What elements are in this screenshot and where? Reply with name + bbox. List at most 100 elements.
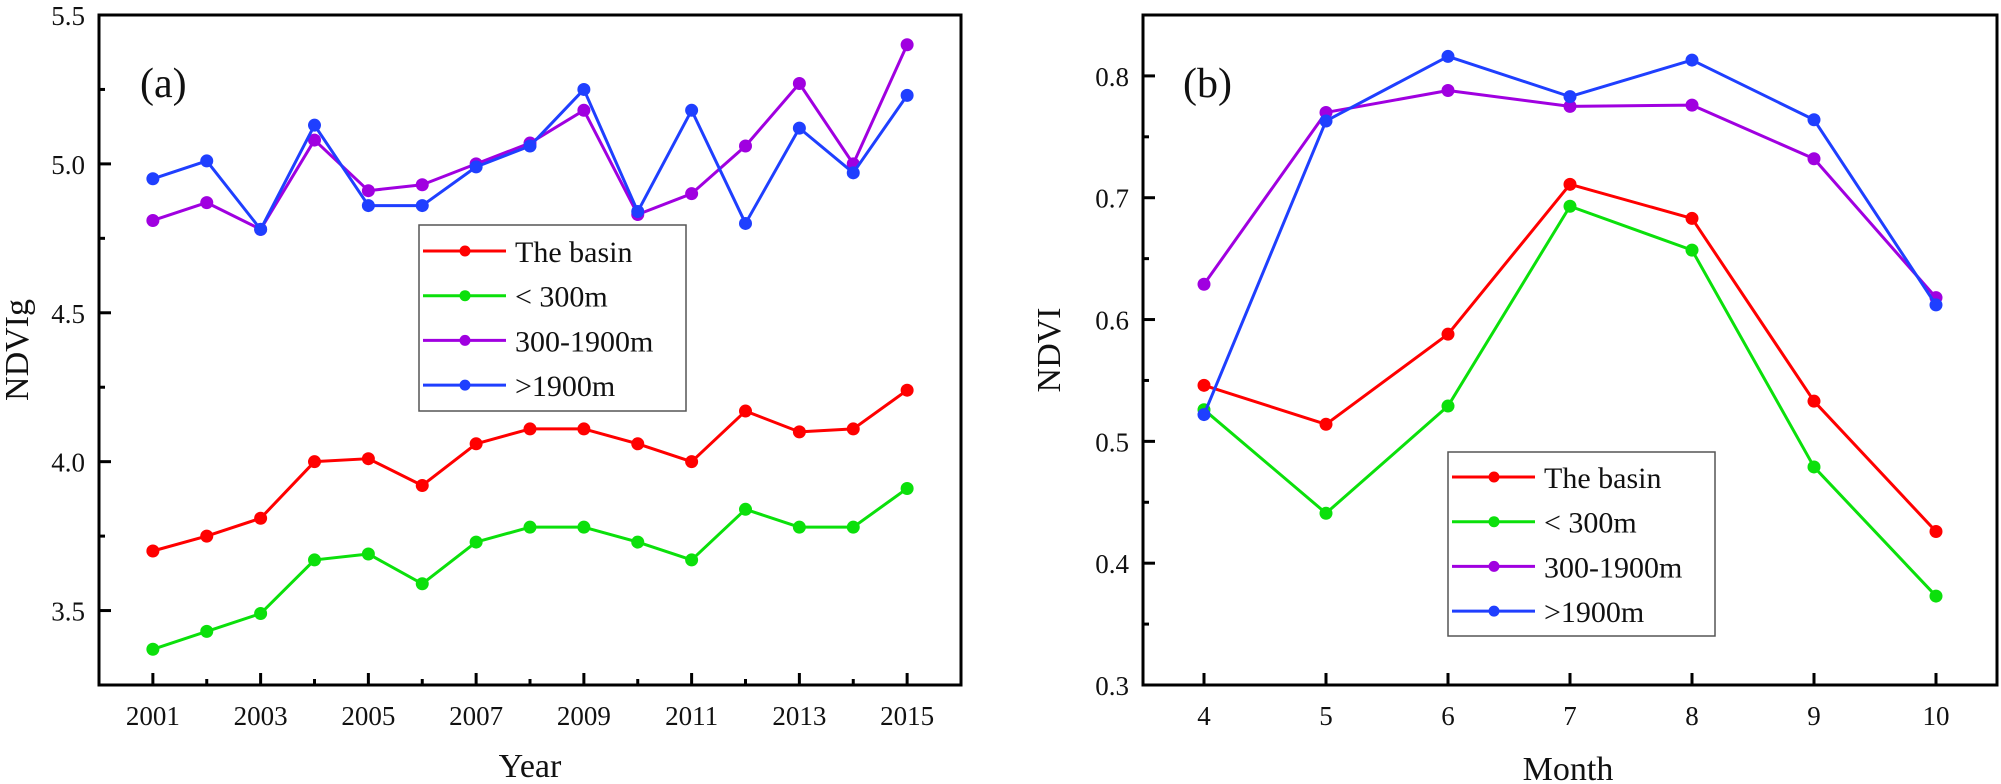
data-point xyxy=(900,481,914,495)
x-tick-label: 2003 xyxy=(234,701,288,731)
data-point xyxy=(685,553,699,567)
data-point xyxy=(1563,90,1577,104)
data-point xyxy=(577,103,591,117)
legend-entry: 300-1900m xyxy=(1452,551,1682,584)
data-point xyxy=(792,121,806,135)
data-point xyxy=(469,535,483,549)
y-tick-label: 3.5 xyxy=(51,597,85,627)
data-point xyxy=(200,154,214,168)
data-point xyxy=(415,199,429,213)
data-point xyxy=(577,520,591,534)
data-point xyxy=(1685,211,1699,225)
data-point xyxy=(415,478,429,492)
legend-swatch-marker xyxy=(459,379,471,391)
data-point xyxy=(146,642,160,656)
panel-a-ticks: 3.5 4.0 4.5 5.0 5.5 2001 2003 2005 2007 2009 2011 2… xyxy=(51,1,934,731)
data-point xyxy=(361,452,375,466)
legend-swatch-marker xyxy=(1488,516,1500,528)
data-point xyxy=(1319,114,1333,128)
data-point xyxy=(308,455,321,469)
y-tick-label: 0.7 xyxy=(1095,184,1129,214)
data-point xyxy=(1441,49,1455,63)
data-point xyxy=(792,76,806,90)
data-point xyxy=(523,139,537,153)
panel-a-chart: 3.5 4.0 4.5 5.0 5.5 2001 2003 2005 2007 2009 2011 2… xyxy=(0,1,963,784)
series-line xyxy=(152,87,909,231)
data-point xyxy=(361,199,375,213)
x-tick-label: 2015 xyxy=(880,701,934,731)
data-point xyxy=(146,544,160,558)
data-point xyxy=(900,38,914,52)
panel-b-x-axis-title: Month xyxy=(1523,751,1614,784)
data-point xyxy=(1197,277,1211,291)
data-point xyxy=(1685,53,1699,67)
panel-b-label: (b) xyxy=(1183,61,1232,107)
data-point xyxy=(739,502,752,516)
panel-b-series xyxy=(1197,49,1943,603)
legend-entry: 300-1900m xyxy=(423,325,653,358)
panel-b-y-axis-title: NDVI xyxy=(1031,308,1068,393)
legend-label: The basin xyxy=(1544,462,1661,495)
x-tick-label: 8 xyxy=(1685,701,1699,731)
data-point xyxy=(1441,84,1455,98)
data-point xyxy=(577,422,591,436)
legend-label: 300-1900m xyxy=(515,325,653,358)
legend-label: >1900m xyxy=(515,370,615,403)
data-point xyxy=(1929,589,1943,603)
data-point xyxy=(308,133,321,147)
data-point xyxy=(1441,327,1455,341)
y-tick-label: 4.5 xyxy=(51,299,85,329)
data-point xyxy=(685,455,699,469)
data-point xyxy=(200,624,214,638)
data-point xyxy=(308,118,321,132)
data-point xyxy=(631,205,645,219)
data-point xyxy=(523,422,537,436)
data-point xyxy=(846,166,860,180)
legend-swatch-marker xyxy=(1488,605,1500,617)
series-300-1900m xyxy=(146,38,914,236)
data-point xyxy=(792,425,806,439)
data-point xyxy=(739,216,752,230)
legend-swatch-marker xyxy=(1488,560,1500,572)
y-tick-label: 0.6 xyxy=(1095,306,1129,336)
data-point xyxy=(577,82,591,96)
legend-swatch-marker xyxy=(459,245,471,257)
series-the-basin xyxy=(1197,177,1943,539)
data-point xyxy=(1807,152,1821,166)
legend-entry: < 300m xyxy=(1452,507,1637,540)
y-tick-label: 5.0 xyxy=(51,150,85,180)
series-300m xyxy=(1197,199,1943,603)
data-point xyxy=(900,88,914,102)
y-tick-label: 0.4 xyxy=(1095,549,1129,579)
data-point xyxy=(469,437,483,451)
y-tick-label: 0.5 xyxy=(1095,427,1129,457)
y-tick-label: 0.8 xyxy=(1095,62,1129,92)
data-point xyxy=(1563,99,1577,113)
data-point xyxy=(631,437,645,451)
data-point xyxy=(1685,243,1699,257)
data-point xyxy=(846,422,860,436)
series-300-1900m xyxy=(1197,84,1943,305)
data-point xyxy=(846,520,860,534)
data-point xyxy=(469,160,483,174)
data-point xyxy=(1563,177,1577,191)
data-point xyxy=(1807,460,1821,474)
legend-entry: The basin xyxy=(1452,462,1661,495)
data-point xyxy=(361,547,375,561)
legend-label: < 300m xyxy=(1544,507,1637,540)
data-point xyxy=(1197,378,1211,392)
legend-label: The basin xyxy=(515,236,632,269)
legend-entry: < 300m xyxy=(423,281,608,314)
legend-entry: The basin xyxy=(423,236,632,269)
x-tick-label: 2009 xyxy=(557,701,611,731)
x-tick-label: 7 xyxy=(1563,701,1577,731)
x-tick-label: 2011 xyxy=(665,701,718,731)
data-point xyxy=(200,196,214,210)
series-the-basin xyxy=(146,383,914,558)
legend-swatch-marker xyxy=(459,290,471,302)
data-point xyxy=(200,529,214,543)
series-line xyxy=(1202,89,1938,299)
data-point xyxy=(631,535,645,549)
data-point xyxy=(254,511,268,525)
data-point xyxy=(254,607,268,621)
